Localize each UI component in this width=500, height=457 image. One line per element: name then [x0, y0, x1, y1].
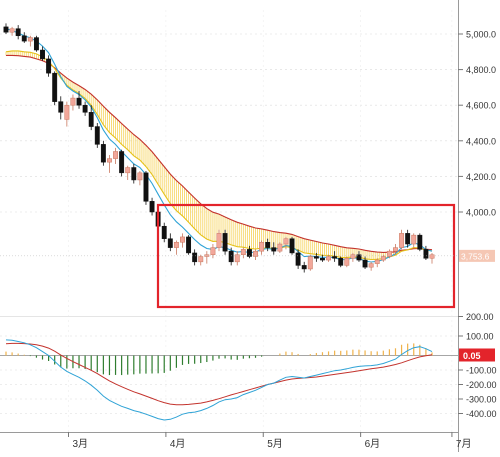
price-tick-label: 4,000.0 — [466, 208, 496, 218]
candle-body — [386, 250, 392, 257]
price-tick-label: 4,200.0 — [466, 172, 496, 182]
macd-value-badge — [459, 348, 495, 362]
candle-body — [338, 258, 344, 266]
candle-body — [429, 254, 435, 259]
candle-body — [332, 256, 338, 259]
candle-body — [27, 37, 33, 42]
candle-body — [289, 238, 295, 254]
candle-body — [210, 247, 216, 255]
macd-dea-line — [5, 342, 433, 406]
candle-body — [9, 28, 15, 33]
candle-body — [100, 144, 106, 163]
candle-body — [313, 256, 319, 259]
candle-body — [368, 263, 374, 268]
candle-body — [399, 233, 405, 248]
macd-tick-label: 100.00 — [466, 332, 494, 342]
price-tick-label: 5,000.0 — [466, 30, 496, 40]
candle-body — [320, 258, 325, 261]
candle-body — [411, 234, 417, 245]
macd-value-label: 0.05 — [463, 351, 481, 361]
candle-body — [46, 58, 52, 74]
candle-body — [417, 234, 423, 250]
candle-body — [271, 247, 277, 252]
candle-body — [301, 265, 307, 270]
candle-body — [423, 249, 429, 259]
candle-body — [374, 259, 380, 264]
candle-body — [3, 26, 9, 33]
ema-band — [5, 50, 431, 260]
macd-tick-label: -300.00 — [466, 395, 497, 405]
candle-body — [265, 242, 271, 248]
candle-body — [344, 258, 350, 266]
candle-body — [380, 256, 386, 261]
candle-body — [283, 238, 289, 245]
time-tick-label: 5月 — [267, 438, 283, 450]
price-tick-label: 4,400.0 — [466, 136, 496, 146]
macd-tick-label: -400.00 — [466, 409, 497, 419]
candle-body — [295, 252, 301, 266]
candle-body — [326, 256, 331, 261]
price-tick-label: 4,800.0 — [466, 65, 496, 75]
candle-body — [161, 225, 167, 239]
candle-body — [76, 97, 82, 106]
candle-body — [234, 254, 240, 263]
macd-dif-line — [5, 339, 433, 421]
candle-body — [70, 97, 76, 106]
candle-body — [246, 249, 252, 257]
candle-body — [21, 35, 27, 42]
candle-body — [356, 254, 362, 261]
candle-body — [307, 256, 313, 270]
candle-body — [393, 247, 398, 252]
ema-long-line — [6, 54, 433, 253]
price-tick-label: 4,600.0 — [466, 101, 496, 111]
candle-body — [113, 151, 118, 159]
candle-body — [33, 37, 39, 51]
time-tick-label: 3月 — [73, 438, 89, 450]
time-tick-label: 4月 — [170, 438, 186, 450]
macd-tick-label: -200.00 — [466, 380, 497, 390]
macd-tick-label: 200.00 — [466, 312, 494, 322]
candle-body — [228, 250, 234, 263]
candle-body — [88, 112, 94, 127]
candle-body — [82, 104, 88, 113]
candle-body — [186, 236, 192, 254]
time-tick-label: 6月 — [365, 438, 381, 450]
candle-body — [143, 172, 149, 202]
candle-body — [40, 49, 45, 60]
candle-body — [149, 201, 155, 213]
candle-body — [125, 167, 131, 174]
candle-body — [119, 151, 125, 174]
candle-body — [15, 28, 21, 37]
candle-body — [64, 104, 70, 120]
macd-tick-label: -100.00 — [466, 366, 497, 376]
candle-body — [107, 158, 112, 163]
candle-body — [240, 249, 246, 255]
candle-body — [350, 254, 356, 259]
candle-body — [167, 238, 173, 248]
time-tick-label: 7月 — [456, 438, 472, 450]
candle-body — [277, 243, 283, 252]
candle-body — [192, 252, 198, 263]
candle-body — [52, 72, 58, 102]
candles — [3, 23, 435, 273]
current-price-label: 3,753.6 — [461, 251, 490, 261]
candle-body — [198, 256, 204, 263]
candle-body — [222, 233, 228, 252]
candle-body — [173, 242, 179, 248]
candle-body — [131, 167, 137, 181]
candle-body — [259, 242, 265, 252]
candle-body — [58, 101, 64, 113]
candle-body — [94, 126, 100, 145]
macd-histogram — [5, 343, 433, 376]
candle-body — [137, 172, 143, 181]
current-price-badge — [459, 249, 495, 262]
candle-body — [405, 233, 411, 245]
candle-body — [362, 259, 368, 268]
candle-body — [253, 250, 258, 257]
candle-body — [216, 233, 222, 248]
candle-body — [204, 254, 210, 257]
candle-body — [180, 236, 185, 243]
